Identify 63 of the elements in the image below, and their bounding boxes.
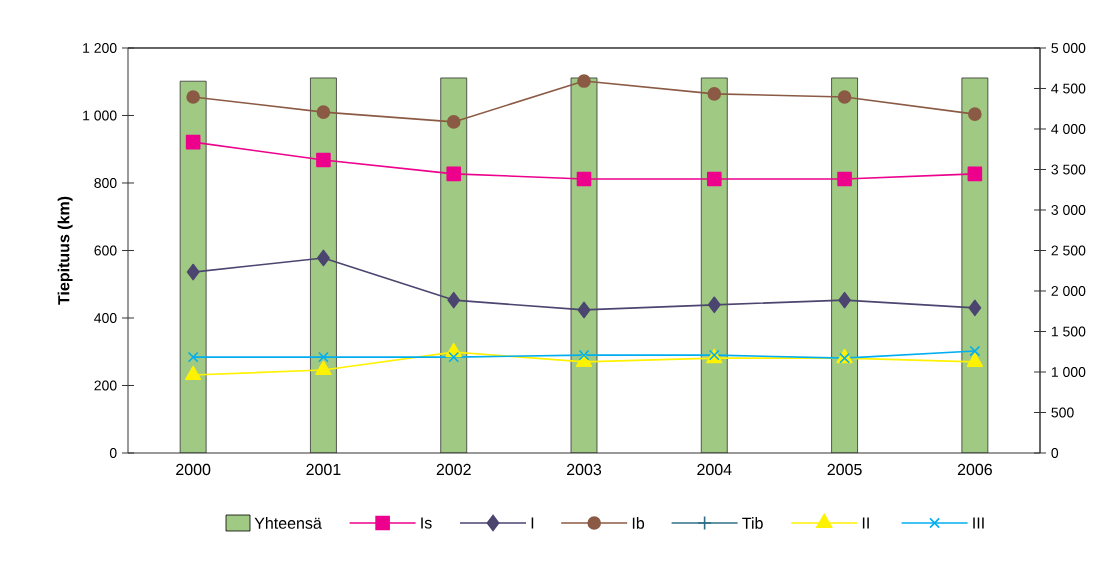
point <box>316 152 331 168</box>
point <box>187 351 199 363</box>
y2-tick-label: 500 <box>1051 407 1074 418</box>
point <box>707 296 721 314</box>
point <box>966 352 984 367</box>
y2-tick-label: 2 500 <box>1051 245 1086 256</box>
point <box>447 291 461 309</box>
legend-label: I <box>531 517 534 529</box>
point <box>184 365 202 381</box>
point <box>316 105 331 119</box>
point <box>315 360 332 376</box>
x-tick-label: 2003 <box>567 463 602 476</box>
point <box>839 352 850 364</box>
x-tick-label: 2001 <box>306 463 341 476</box>
x-tick-label: 2004 <box>697 463 732 476</box>
point <box>186 263 200 281</box>
point <box>968 107 982 121</box>
point <box>448 351 460 363</box>
y2-tick-label: 0 <box>1051 448 1059 458</box>
y2-tick-label: 4 500 <box>1051 83 1086 94</box>
y2-tick-label: 1 500 <box>1051 326 1086 337</box>
y2-tick-label: 4 000 <box>1051 124 1086 134</box>
point <box>446 166 462 182</box>
point <box>446 115 461 129</box>
y-tick-label: 800 <box>94 178 117 188</box>
point <box>969 345 981 357</box>
point <box>838 291 851 309</box>
point <box>318 351 329 363</box>
y2-tick-label: 2 000 <box>1051 286 1086 296</box>
y-tick-label: 200 <box>94 380 117 391</box>
point <box>967 166 983 182</box>
y-tick-label: 1 200 <box>83 43 117 53</box>
point <box>968 299 982 317</box>
point <box>186 90 200 104</box>
point <box>707 87 722 101</box>
point <box>185 134 201 150</box>
x-tick-label: 2005 <box>827 463 862 476</box>
legend-label: Yhteensä <box>254 517 322 529</box>
legend-label: II <box>862 517 869 529</box>
point <box>837 90 852 104</box>
y2-tick-label: 5 000 <box>1051 43 1086 53</box>
point <box>577 74 591 88</box>
point <box>576 171 592 187</box>
point <box>837 171 852 187</box>
y-tick-label: 0 <box>109 448 117 458</box>
legend-label: Is <box>421 517 432 529</box>
legend-label: Tib <box>742 517 763 529</box>
y2-tick-label: 1 000 <box>1051 367 1086 377</box>
point <box>578 349 590 361</box>
x-tick-label: 2002 <box>436 463 471 476</box>
point <box>317 249 330 267</box>
point <box>577 301 591 319</box>
legend-label: III <box>973 517 984 529</box>
y-tick-label: 400 <box>94 313 117 323</box>
y-tick-label: 600 <box>94 245 117 256</box>
x-tick-label: 2006 <box>957 463 992 476</box>
y2-tick-label: 3 000 <box>1051 205 1086 215</box>
legend-label: Ib <box>632 517 645 529</box>
point <box>706 171 722 187</box>
x-tick-label: 2000 <box>176 463 211 476</box>
y-tick-label: 1 000 <box>83 110 117 121</box>
y-axis-title: Tiepituus (km) <box>57 196 73 305</box>
y2-tick-label: 3 500 <box>1051 164 1086 175</box>
